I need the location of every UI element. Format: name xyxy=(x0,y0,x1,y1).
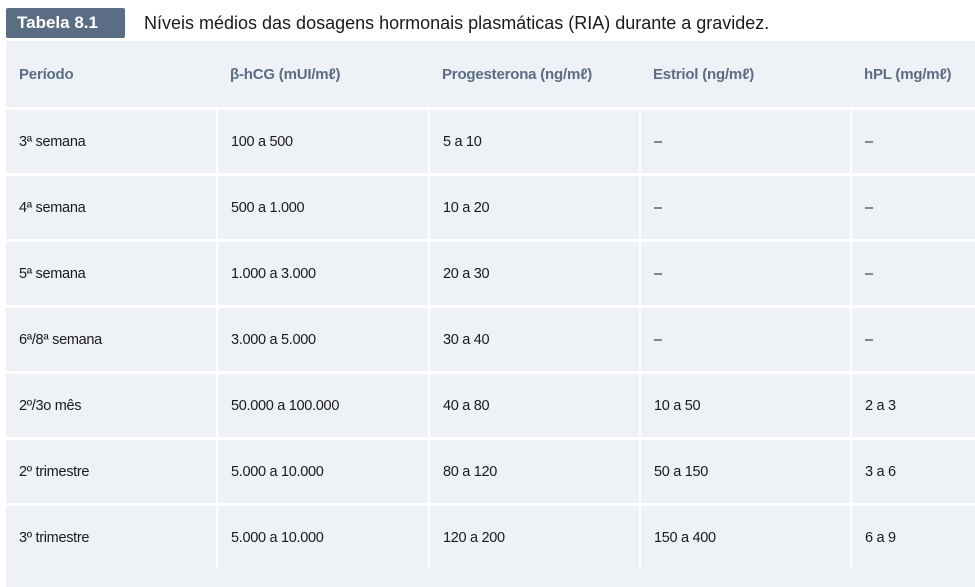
cell-bhcg: 50.000 a 100.000 xyxy=(217,372,430,440)
table-row: 2º trimestre 5.000 a 10.000 80 a 120 50 … xyxy=(6,438,975,506)
cell-periodo: 3º trimestre xyxy=(6,504,218,569)
cell-estriol: – xyxy=(640,108,852,176)
cell-estriol: – xyxy=(640,240,852,308)
table-row: 3º trimestre 5.000 a 10.000 120 a 200 15… xyxy=(6,504,975,569)
cell-progesterona: 20 a 30 xyxy=(429,240,641,308)
cell-estriol: – xyxy=(640,174,852,242)
cell-periodo: 4ª semana xyxy=(6,174,218,242)
cell-periodo: 2º/3o mês xyxy=(6,372,218,440)
cell-bhcg: 500 a 1.000 xyxy=(217,174,430,242)
table-caption: Tabela 8.1 Níveis médios das dosagens ho… xyxy=(6,8,769,38)
cell-progesterona: 40 a 80 xyxy=(429,372,641,440)
cell-bhcg: 5.000 a 10.000 xyxy=(217,504,430,569)
cell-hpl: 3 a 6 xyxy=(851,438,975,506)
cell-bhcg: 5.000 a 10.000 xyxy=(217,438,430,506)
cell-periodo: 5ª semana xyxy=(6,240,218,308)
table-row: 3ª semana 100 a 500 5 a 10 – – xyxy=(6,108,975,176)
table-number-badge: Tabela 8.1 xyxy=(6,8,125,38)
cell-progesterona: 10 a 20 xyxy=(429,174,641,242)
column-header-estriol: Estriol (ng/mℓ) xyxy=(640,41,851,110)
cell-periodo: 3ª semana xyxy=(6,108,218,176)
cell-hpl: – xyxy=(851,240,975,308)
cell-hpl: 2 a 3 xyxy=(851,372,975,440)
cell-estriol: – xyxy=(640,306,852,374)
table-row: 2º/3o mês 50.000 a 100.000 40 a 80 10 a … xyxy=(6,372,975,440)
cell-hpl: 6 a 9 xyxy=(865,529,896,546)
hormone-table-container: Período β-hCG (mUI/mℓ) Progesterona (ng/… xyxy=(6,41,975,587)
hormone-levels-table: Período β-hCG (mUI/mℓ) Progesterona (ng/… xyxy=(6,41,975,569)
table-row: 6ª/8ª semana 3.000 a 5.000 30 a 40 – – xyxy=(6,306,975,374)
cell-estriol: 150 a 400 xyxy=(640,504,852,569)
cell-progesterona: 120 a 200 xyxy=(429,504,641,569)
cell-periodo: 6ª/8ª semana xyxy=(6,306,218,374)
column-header-bhcg: β-hCG (mUI/mℓ) xyxy=(217,41,429,110)
cell-progesterona: 80 a 120 xyxy=(429,438,641,506)
table-row: 4ª semana 500 a 1.000 10 a 20 – – xyxy=(6,174,975,242)
cell-progesterona: 30 a 40 xyxy=(429,306,641,374)
cell-hpl: – xyxy=(851,306,975,374)
cell-bhcg: 100 a 500 xyxy=(217,108,430,176)
table-row: 5ª semana 1.000 a 3.000 20 a 30 – – xyxy=(6,240,975,308)
table-title: Níveis médios das dosagens hormonais pla… xyxy=(144,12,770,33)
column-header-hpl: hPL (mg/mℓ) xyxy=(851,41,975,110)
cell-bhcg: 1.000 a 3.000 xyxy=(217,240,430,308)
cell-bhcg: 3.000 a 5.000 xyxy=(217,306,430,374)
cell-periodo: 2º trimestre xyxy=(6,438,218,506)
cell-progesterona: 5 a 10 xyxy=(429,108,641,176)
table-header-row: Período β-hCG (mUI/mℓ) Progesterona (ng/… xyxy=(6,41,975,110)
cell-hpl: – xyxy=(851,174,975,242)
cell-estriol: 10 a 50 xyxy=(640,372,852,440)
cell-estriol: 50 a 150 xyxy=(640,438,852,506)
cell-hpl: – xyxy=(851,108,975,176)
column-header-periodo: Período xyxy=(6,41,217,110)
column-header-progesterona: Progesterona (ng/mℓ) xyxy=(429,41,640,110)
